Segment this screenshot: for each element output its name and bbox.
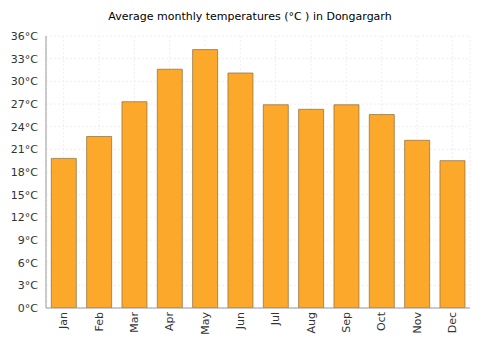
svg-text:Dec: Dec — [446, 312, 459, 333]
html-text:Average monthly temperatures (: Average monthly temperatures (°C ) in Do… — [108, 10, 392, 23]
svg-text:6°C: 6°C — [18, 257, 38, 270]
svg-text:27°C: 27°C — [11, 98, 38, 111]
svg-text:May: May — [199, 312, 212, 335]
svg-text:Jun: Jun — [234, 312, 247, 330]
svg-text:33°C: 33°C — [11, 53, 38, 66]
svg-text:Nov: Nov — [411, 312, 424, 334]
svg-text:21°C: 21°C — [11, 143, 38, 156]
svg-text:30°C: 30°C — [11, 75, 38, 88]
svg-text:Jan: Jan — [57, 312, 70, 330]
svg-text:18°C: 18°C — [11, 166, 38, 179]
svg-text:0°C: 0°C — [18, 302, 38, 315]
svg-text:Jul: Jul — [269, 312, 282, 326]
svg-text:15°C: 15°C — [11, 189, 38, 202]
svg-text:Sep: Sep — [340, 312, 353, 333]
svg-text:Feb: Feb — [93, 312, 106, 331]
svg-text:Aug: Aug — [305, 312, 318, 333]
svg-text:Mar: Mar — [128, 312, 141, 333]
svg-text:3°C: 3°C — [18, 279, 38, 292]
svg-text:12°C: 12°C — [11, 211, 38, 224]
svg-text:36°C: 36°C — [11, 30, 38, 43]
svg-text:24°C: 24°C — [11, 121, 38, 134]
svg-text:9°C: 9°C — [18, 234, 38, 247]
svg-text:Oct: Oct — [375, 311, 388, 331]
svg-text:Apr: Apr — [163, 312, 176, 332]
